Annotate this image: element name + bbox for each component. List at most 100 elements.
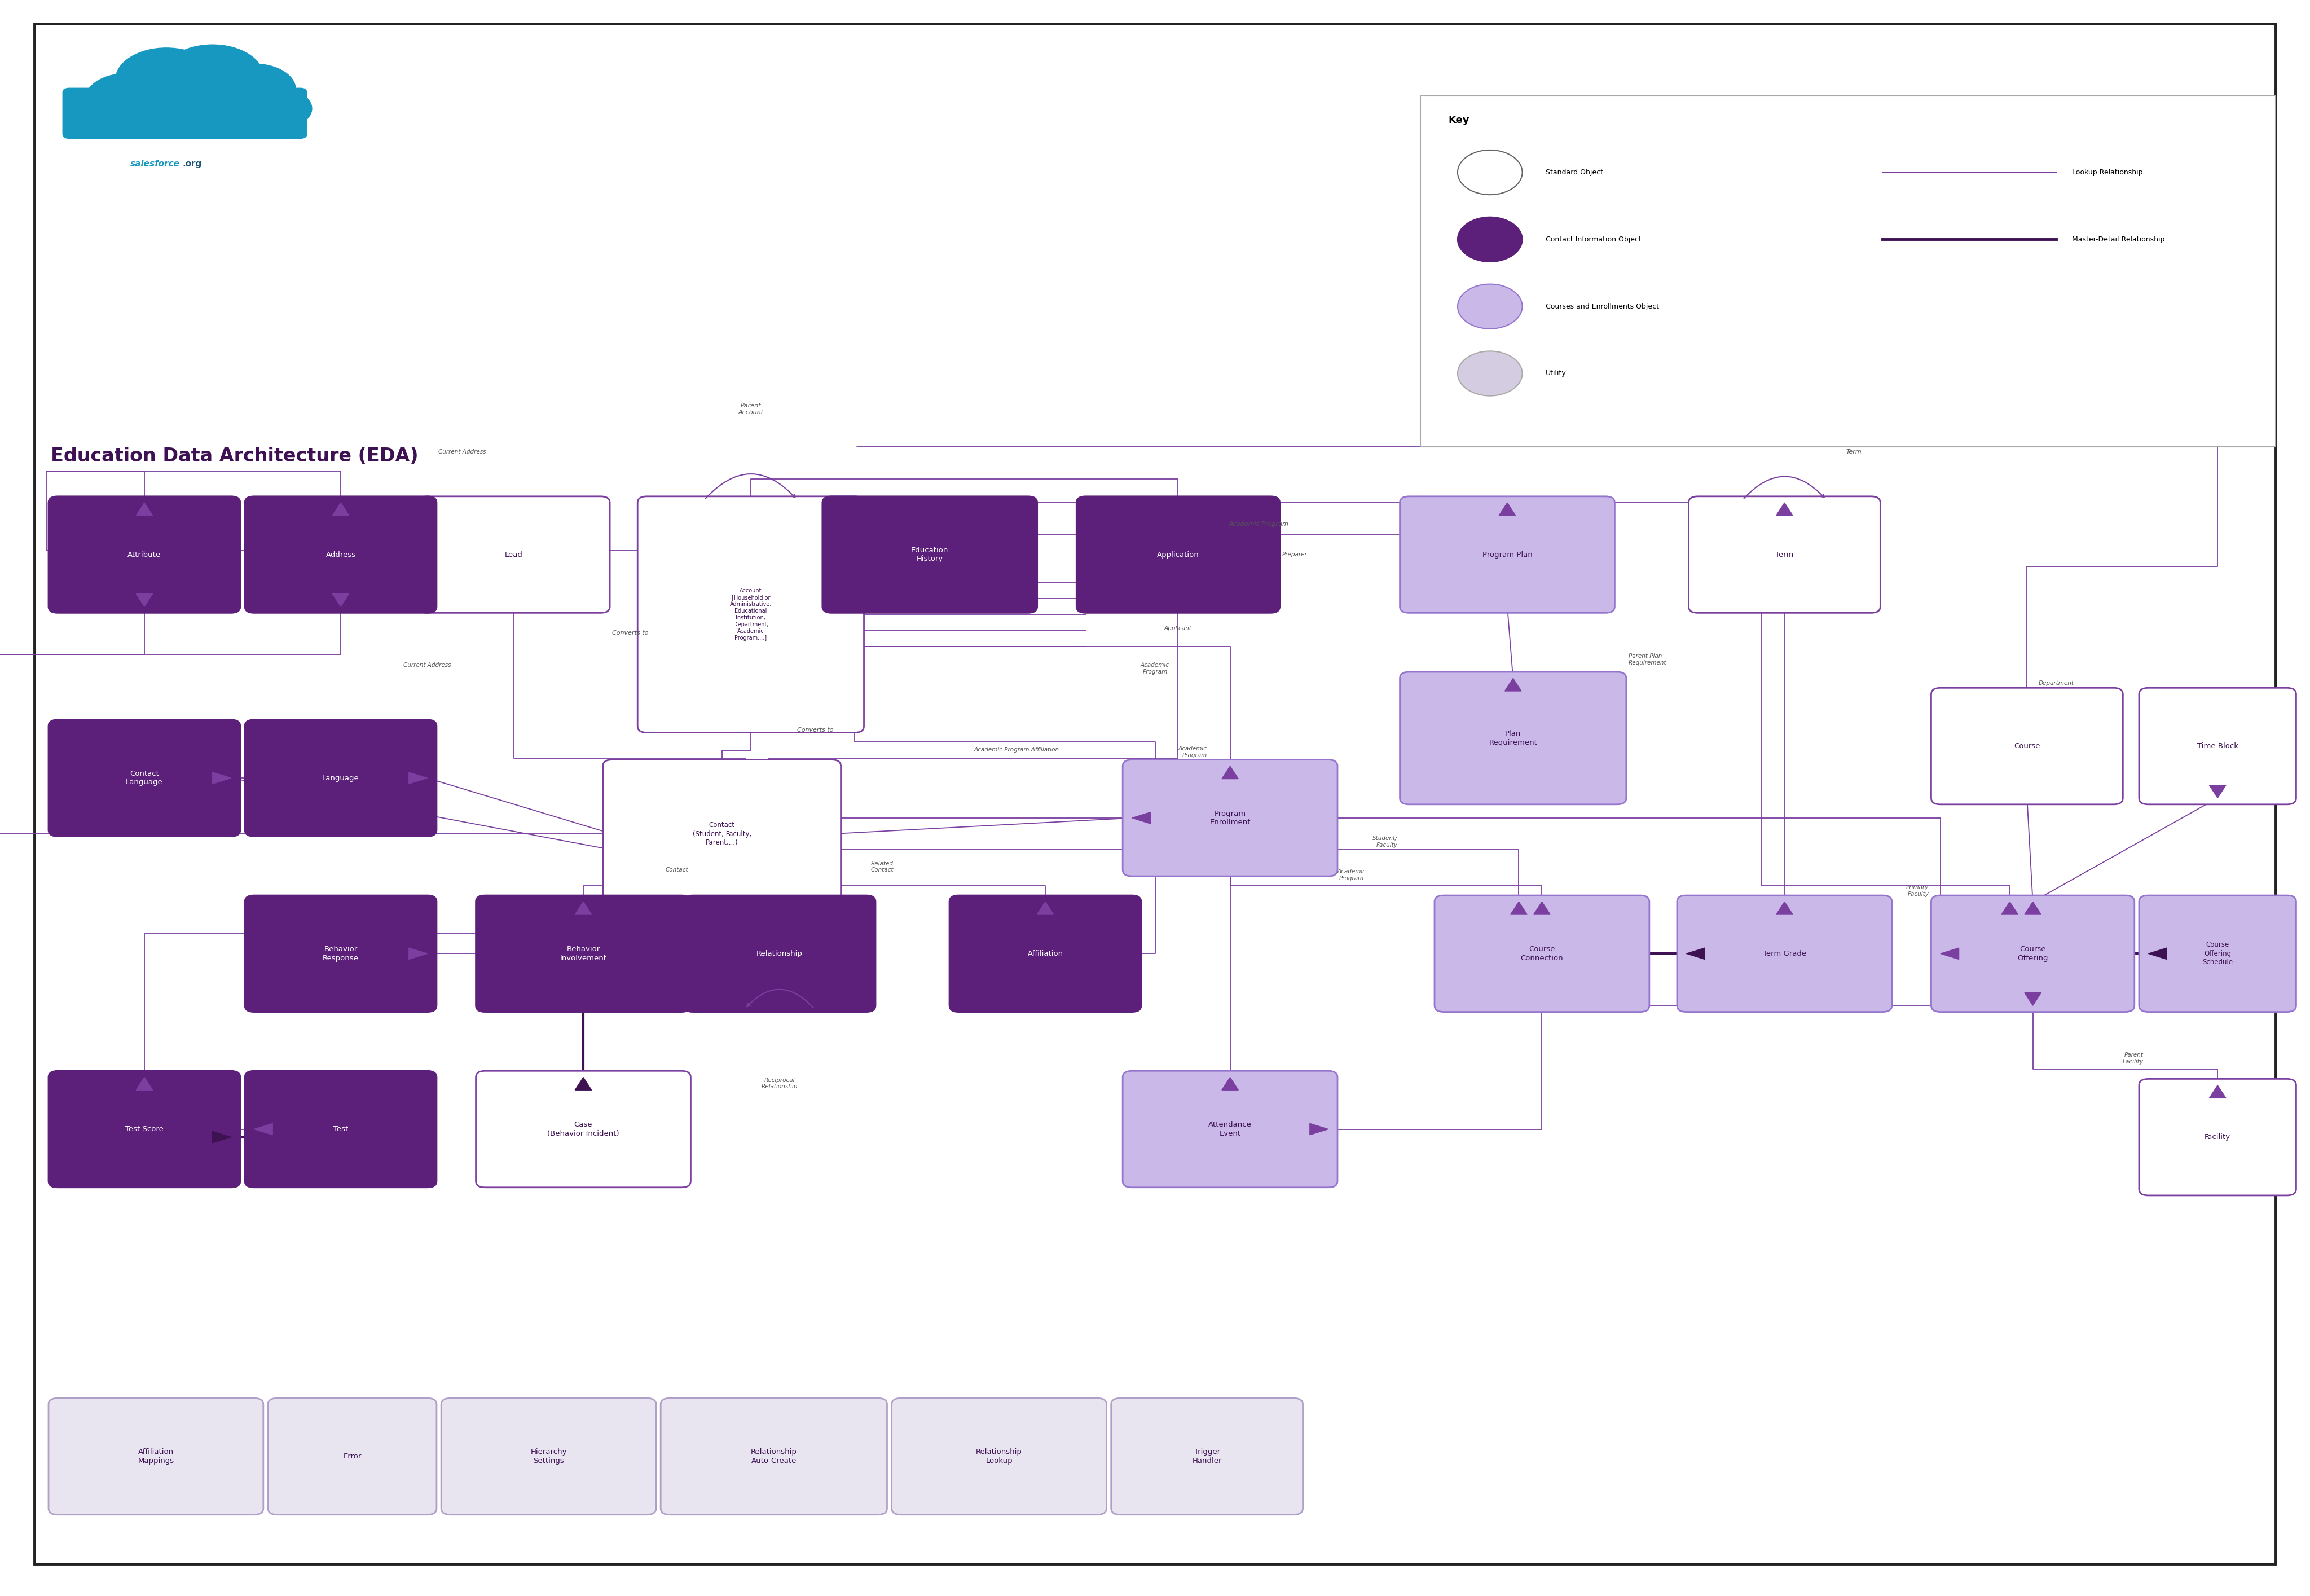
FancyBboxPatch shape <box>268 1398 437 1515</box>
Ellipse shape <box>116 48 217 112</box>
Text: Relationship: Relationship <box>758 950 802 958</box>
Circle shape <box>1458 351 1522 396</box>
Text: Parent
Facility: Parent Facility <box>2123 1052 2144 1065</box>
Text: Plan
Requirement: Plan Requirement <box>1490 729 1536 747</box>
FancyBboxPatch shape <box>35 24 2275 1564</box>
Text: Academic Program: Academic Program <box>1229 520 1289 527</box>
FancyBboxPatch shape <box>1123 1071 1337 1187</box>
Polygon shape <box>1132 812 1150 824</box>
Polygon shape <box>575 902 591 915</box>
FancyBboxPatch shape <box>245 720 437 836</box>
FancyBboxPatch shape <box>441 1398 656 1515</box>
Text: Courses and Enrollments Object: Courses and Enrollments Object <box>1545 303 1659 310</box>
FancyBboxPatch shape <box>1421 96 2275 447</box>
Text: Utility: Utility <box>1545 370 1566 377</box>
Text: Current Address: Current Address <box>404 662 450 669</box>
Text: Academic
Program: Academic Program <box>1178 745 1206 758</box>
Text: Related
Contact: Related Contact <box>871 860 894 873</box>
Text: Contact Information Object: Contact Information Object <box>1545 236 1640 243</box>
Text: Standard Object: Standard Object <box>1545 169 1603 176</box>
Polygon shape <box>333 503 349 516</box>
Text: Program
Enrollment: Program Enrollment <box>1210 809 1250 827</box>
Text: Course
Offering: Course Offering <box>2017 945 2049 962</box>
Text: Account
[Household or
Administrative,
Educational
Institution,
Department,
Acade: Account [Household or Administrative, Ed… <box>730 587 772 642</box>
Text: Parent
Account: Parent Account <box>739 402 762 415</box>
Text: Current Address: Current Address <box>439 448 485 455</box>
FancyBboxPatch shape <box>245 1071 437 1187</box>
FancyBboxPatch shape <box>1400 496 1615 613</box>
FancyBboxPatch shape <box>245 895 437 1012</box>
Text: Term: Term <box>1776 551 1793 559</box>
Polygon shape <box>2148 948 2167 959</box>
FancyBboxPatch shape <box>245 496 437 613</box>
FancyBboxPatch shape <box>49 496 240 613</box>
FancyBboxPatch shape <box>1677 895 1892 1012</box>
FancyBboxPatch shape <box>476 895 691 1012</box>
Text: Time Block: Time Block <box>2197 742 2238 750</box>
Text: Lookup Relationship: Lookup Relationship <box>2072 169 2144 176</box>
Text: Address: Address <box>326 551 356 559</box>
Text: Language: Language <box>321 774 360 782</box>
Ellipse shape <box>67 91 136 132</box>
Polygon shape <box>1776 503 1793 516</box>
Text: .org: .org <box>182 160 201 168</box>
Text: Trigger
Handler: Trigger Handler <box>1192 1448 1222 1465</box>
Text: Behavior
Involvement: Behavior Involvement <box>559 945 608 962</box>
Text: Term Grade: Term Grade <box>1763 950 1806 958</box>
Text: Converts to: Converts to <box>612 630 649 637</box>
Text: Parent
Term: Parent Term <box>1843 442 1864 455</box>
Text: Error: Error <box>344 1452 360 1460</box>
FancyBboxPatch shape <box>822 496 1037 613</box>
FancyBboxPatch shape <box>1076 496 1280 613</box>
Polygon shape <box>575 1077 591 1090</box>
Ellipse shape <box>213 64 296 115</box>
Polygon shape <box>2024 993 2042 1005</box>
FancyBboxPatch shape <box>49 1071 240 1187</box>
FancyBboxPatch shape <box>684 895 875 1012</box>
Text: Case
(Behavior Incident): Case (Behavior Incident) <box>547 1120 619 1138</box>
Text: Relationship
Lookup: Relationship Lookup <box>977 1448 1021 1465</box>
Text: Application: Application <box>1157 551 1199 559</box>
FancyBboxPatch shape <box>1400 672 1626 804</box>
Polygon shape <box>213 772 231 784</box>
Polygon shape <box>1499 503 1515 516</box>
Polygon shape <box>1222 766 1238 779</box>
FancyBboxPatch shape <box>2139 688 2296 804</box>
Text: Behavior
Response: Behavior Response <box>323 945 358 962</box>
Text: Education Data Architecture (EDA): Education Data Architecture (EDA) <box>51 447 418 466</box>
Text: Contact: Contact <box>665 867 688 873</box>
FancyBboxPatch shape <box>1931 688 2123 804</box>
Text: Contact
(Student, Faculty,
Parent,...): Contact (Student, Faculty, Parent,...) <box>693 822 751 846</box>
Polygon shape <box>1940 948 1959 959</box>
Polygon shape <box>136 594 152 606</box>
FancyBboxPatch shape <box>476 1071 691 1187</box>
Polygon shape <box>136 503 152 516</box>
Circle shape <box>1458 217 1522 262</box>
Text: Attribute: Attribute <box>127 551 162 559</box>
Circle shape <box>1458 284 1522 329</box>
Text: Relationship
Auto-Create: Relationship Auto-Create <box>751 1448 797 1465</box>
FancyBboxPatch shape <box>62 88 307 139</box>
Text: salesforce: salesforce <box>129 160 180 168</box>
Polygon shape <box>2208 785 2227 798</box>
Text: Academic
Program: Academic Program <box>1141 662 1169 675</box>
Polygon shape <box>1504 678 1522 691</box>
Polygon shape <box>1686 948 1705 959</box>
FancyBboxPatch shape <box>2139 895 2296 1012</box>
Ellipse shape <box>85 73 169 124</box>
Polygon shape <box>1776 902 1793 915</box>
Text: Applicant: Applicant <box>1164 626 1192 632</box>
FancyBboxPatch shape <box>1689 496 1880 613</box>
Text: Education
History: Education History <box>910 546 949 563</box>
Text: Master-Detail Relationship: Master-Detail Relationship <box>2072 236 2164 243</box>
Ellipse shape <box>243 88 312 129</box>
Polygon shape <box>2208 1085 2227 1098</box>
Polygon shape <box>213 1132 231 1143</box>
Text: Lead: Lead <box>506 551 522 559</box>
FancyBboxPatch shape <box>661 1398 887 1515</box>
FancyBboxPatch shape <box>1111 1398 1303 1515</box>
FancyBboxPatch shape <box>49 720 240 836</box>
Polygon shape <box>2000 902 2019 915</box>
Text: Academic
Program: Academic Program <box>1337 868 1365 881</box>
FancyBboxPatch shape <box>418 496 610 613</box>
